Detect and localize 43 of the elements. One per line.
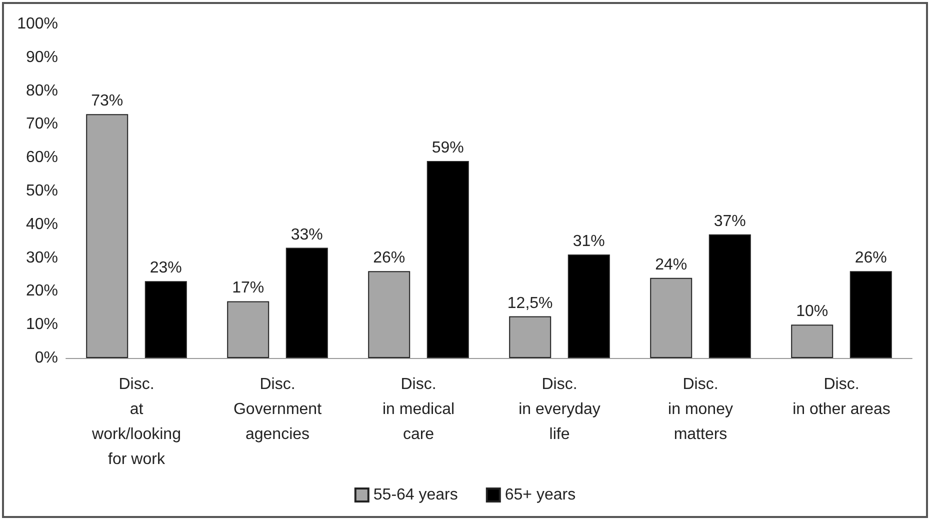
legend-label: 55-64 years xyxy=(373,486,458,504)
bar xyxy=(509,316,552,358)
bar xyxy=(568,254,610,358)
x-tick-label: Disc. in money matters xyxy=(668,376,733,443)
bar xyxy=(791,324,834,358)
bar xyxy=(286,248,328,358)
data-label: 33% xyxy=(290,226,323,244)
y-tick-label: 50% xyxy=(26,182,58,200)
bar xyxy=(850,271,892,358)
data-label: 12,5% xyxy=(507,294,553,312)
legend-label: 65+ years xyxy=(504,486,576,504)
bar xyxy=(708,234,751,358)
data-label: 26% xyxy=(854,250,887,267)
y-tick-label: 10% xyxy=(26,316,58,334)
data-label: 26% xyxy=(373,250,406,267)
data-label: 10% xyxy=(796,303,828,320)
x-tick-label: Disc. at work/looking for work xyxy=(91,376,181,468)
y-tick-label: 40% xyxy=(26,216,58,233)
bar xyxy=(426,160,469,358)
x-tick-label: Disc. in medical care xyxy=(382,376,455,443)
x-tick-label: Disc. in other areas xyxy=(792,376,890,418)
data-label: 59% xyxy=(432,139,464,156)
x-tick-label: Disc. Government agencies xyxy=(233,376,322,443)
data-label: 17% xyxy=(232,280,264,297)
data-label: 73% xyxy=(91,92,124,110)
y-tick-label: 80% xyxy=(26,82,58,100)
bar xyxy=(368,271,410,358)
data-label: 24% xyxy=(655,256,688,274)
data-label: 23% xyxy=(150,260,182,277)
y-tick-label: 70% xyxy=(26,116,58,133)
bar xyxy=(86,114,128,358)
y-tick-label: 100% xyxy=(17,16,58,32)
y-tick-label: 90% xyxy=(26,48,58,66)
bar xyxy=(227,301,270,358)
y-tick-label: 60% xyxy=(26,149,58,166)
y-tick-label: 30% xyxy=(26,249,58,266)
y-tick-label: 20% xyxy=(26,282,58,300)
y-tick-label: 0% xyxy=(34,350,58,366)
bar xyxy=(650,278,692,358)
bar xyxy=(144,281,187,358)
data-label: 31% xyxy=(572,232,605,250)
x-tick-label: Disc. in everyday life xyxy=(518,376,600,443)
data-label: 37% xyxy=(714,212,746,230)
